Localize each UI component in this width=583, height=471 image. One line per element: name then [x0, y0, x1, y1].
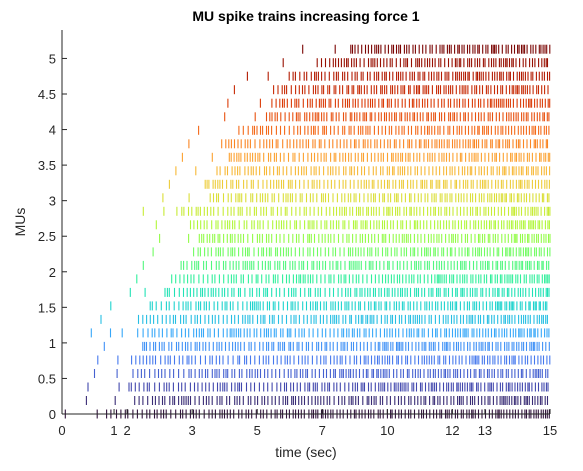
- spike-train: [100, 314, 548, 324]
- spike-train: [97, 355, 551, 365]
- x-tick-label: 3: [189, 423, 196, 438]
- y-tick-label: 5: [49, 51, 56, 66]
- y-tick-label: 4.5: [38, 87, 56, 102]
- x-tick-label: 5: [254, 423, 261, 438]
- spike-train: [110, 301, 548, 311]
- y-axis-label: MUs: [12, 208, 28, 237]
- y-tick-label: 2.5: [38, 229, 56, 244]
- spike-train: [142, 206, 551, 216]
- spike-trains: [64, 44, 551, 419]
- spike-train: [168, 179, 550, 189]
- x-ticks: 0 1 2 3 5 7 10 12 13 15: [58, 409, 557, 438]
- spike-train: [175, 166, 551, 176]
- spike-train: [198, 125, 550, 135]
- x-tick-label: 13: [478, 423, 492, 438]
- y-tick-label: 3.5: [38, 158, 56, 173]
- x-tick-label: 15: [543, 423, 557, 438]
- y-tick-label: 1.5: [38, 300, 56, 315]
- x-tick-label: 7: [319, 423, 326, 438]
- spike-train: [136, 274, 550, 284]
- spike-train: [159, 233, 551, 243]
- y-tick-label: 3: [49, 194, 56, 209]
- spike-train: [103, 341, 550, 351]
- x-axis-label: time (sec): [275, 444, 336, 460]
- x-tick-label: 12: [445, 423, 459, 438]
- y-tick-label: 0: [49, 407, 56, 422]
- x-tick-label: 0: [58, 423, 65, 438]
- spike-train: [93, 369, 549, 378]
- spike-train: [162, 193, 550, 203]
- y-tick-label: 4: [49, 123, 56, 138]
- spike-train: [302, 44, 551, 54]
- x-tick-label: 10: [380, 423, 394, 438]
- x-tick-label: 2: [123, 423, 130, 438]
- spike-train: [233, 85, 549, 95]
- spike-train: [142, 260, 550, 270]
- y-tick-label: 1: [49, 336, 56, 351]
- spike-train: [188, 139, 549, 149]
- x-tick-label: 1: [110, 423, 117, 438]
- spike-train: [282, 58, 549, 68]
- spike-train: [87, 382, 549, 392]
- spike-train: [152, 247, 551, 257]
- spike-train: [224, 112, 550, 122]
- y-tick-label: 2: [49, 265, 56, 280]
- spike-train: [155, 220, 550, 230]
- chart-title: MU spike trains increasing force 1: [192, 8, 419, 24]
- spike-train: [85, 396, 549, 405]
- y-ticks: 0 0.5 1 1.5 2 2.5 3 3.5 4 4.5 5: [38, 51, 67, 422]
- y-tick-label: 0.5: [38, 371, 56, 386]
- spike-train: [181, 152, 551, 162]
- spike-train: [246, 71, 551, 81]
- spike-train: [227, 98, 551, 108]
- spike-train: [129, 287, 550, 297]
- spike-train: [90, 328, 550, 338]
